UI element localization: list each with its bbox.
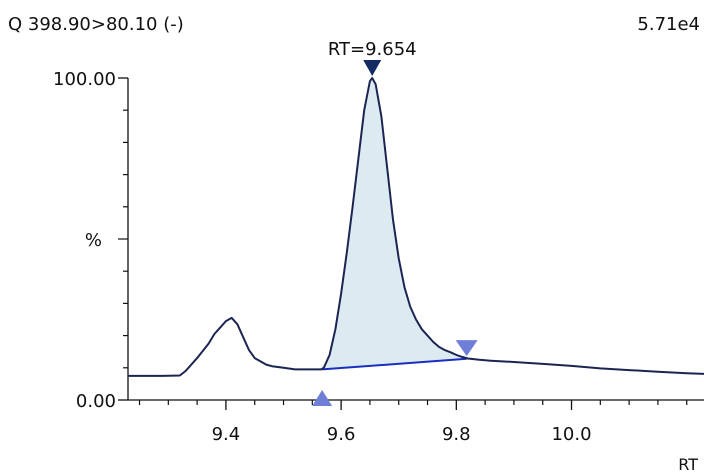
integration-baseline — [322, 357, 467, 371]
x-tick-label: 9.4 — [212, 424, 241, 445]
peak-start-marker — [312, 390, 333, 406]
y-axis-label: % — [85, 230, 102, 251]
x-axis-label: RT — [678, 455, 698, 472]
peak-end-marker — [455, 340, 478, 357]
x-tick-label: 10.0 — [551, 424, 591, 445]
x-tick-label: 9.8 — [442, 424, 471, 445]
peak-apex-marker — [363, 60, 382, 76]
chromatogram-trace — [128, 77, 704, 377]
trace-label: Q 398.90>80.10 (-) — [8, 14, 184, 35]
y-tick-label: 100.00 — [53, 69, 116, 90]
peak-rt-label: RT=9.654 — [328, 39, 417, 60]
x-tick-label: 9.6 — [327, 424, 356, 445]
max-intensity-label: 5.71e4 — [637, 14, 700, 35]
peak-area-fill — [322, 78, 467, 370]
y-tick-label: 0.00 — [76, 391, 116, 412]
